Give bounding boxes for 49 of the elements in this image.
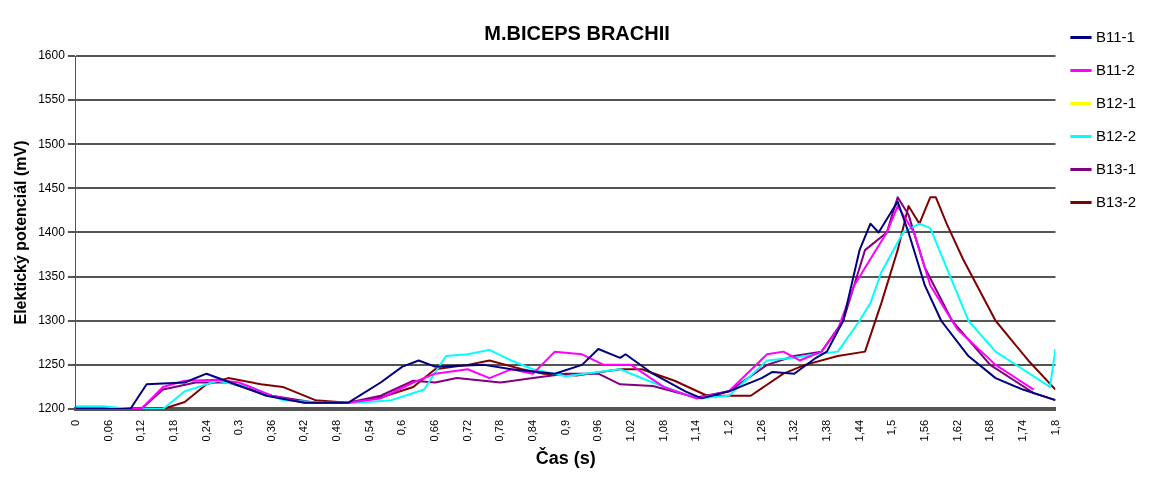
- x-tick-label: 1,68: [983, 419, 996, 442]
- x-tick-label: 0: [68, 419, 81, 427]
- y-tick-label: 1500: [38, 136, 66, 151]
- x-tick-label: 1,02: [624, 419, 637, 442]
- x-tick-label: 1,44: [852, 419, 865, 442]
- x-tick-label: 0,6: [395, 419, 408, 436]
- x-tick-label: 1,8: [1048, 419, 1061, 436]
- x-tick-label: 1,38: [819, 419, 832, 442]
- chart-title: M.BICEPS BRACHII: [484, 21, 670, 44]
- legend-label: B11-2: [1095, 60, 1135, 78]
- y-tick-label: 1550: [38, 92, 66, 107]
- x-tick-label: 0,96: [591, 419, 604, 442]
- y-tick-label: 1450: [38, 180, 66, 195]
- y-tick-label: 1300: [38, 313, 66, 328]
- x-tick-label: 0,18: [166, 419, 179, 442]
- x-axis-title: Čas (s): [535, 447, 596, 469]
- x-tick-label: 1,56: [917, 419, 930, 442]
- y-tick-label: 1600: [38, 48, 66, 63]
- x-tick-label: 0,72: [460, 419, 473, 442]
- y-axis-title: Elektický potenciál (mV): [12, 140, 30, 325]
- y-tick-label: 1200: [38, 401, 66, 416]
- legend-label: B12-2: [1095, 126, 1136, 144]
- x-tick-label: 1,5: [885, 419, 898, 436]
- x-tick-label: 0,36: [264, 419, 277, 442]
- legend-label: B11-1: [1095, 27, 1135, 45]
- x-tick-label: 1,14: [689, 419, 702, 442]
- y-tick-label: 1400: [38, 224, 66, 239]
- x-tick-label: 1,74: [1015, 419, 1028, 442]
- legend-label: B13-1: [1095, 159, 1136, 177]
- x-tick-label: 0,12: [134, 419, 147, 442]
- x-tick-label: 1,2: [721, 419, 734, 436]
- x-tick-label: 0,9: [558, 419, 571, 436]
- x-tick-label: 0,3: [232, 419, 245, 436]
- x-tick-label: 1,08: [656, 419, 669, 442]
- y-tick-label: 1250: [38, 357, 66, 372]
- x-tick-label: 1,26: [754, 419, 767, 442]
- x-tick-label: 0,06: [101, 419, 114, 442]
- x-tick-label: 0,78: [493, 419, 506, 442]
- x-tick-label: 0,84: [526, 419, 539, 442]
- x-tick-label: 0,48: [330, 419, 343, 442]
- legend-label: B12-1: [1095, 93, 1136, 111]
- x-tick-label: 0,42: [297, 419, 310, 442]
- x-tick-label: 1,32: [787, 419, 800, 442]
- x-tick-label: 1,62: [950, 419, 963, 442]
- legend-label: B13-2: [1095, 192, 1136, 210]
- x-tick-label: 0,66: [428, 419, 441, 442]
- x-tick-label: 0,54: [362, 419, 375, 442]
- y-tick-label: 1350: [38, 268, 66, 283]
- x-tick-label: 0,24: [199, 419, 212, 442]
